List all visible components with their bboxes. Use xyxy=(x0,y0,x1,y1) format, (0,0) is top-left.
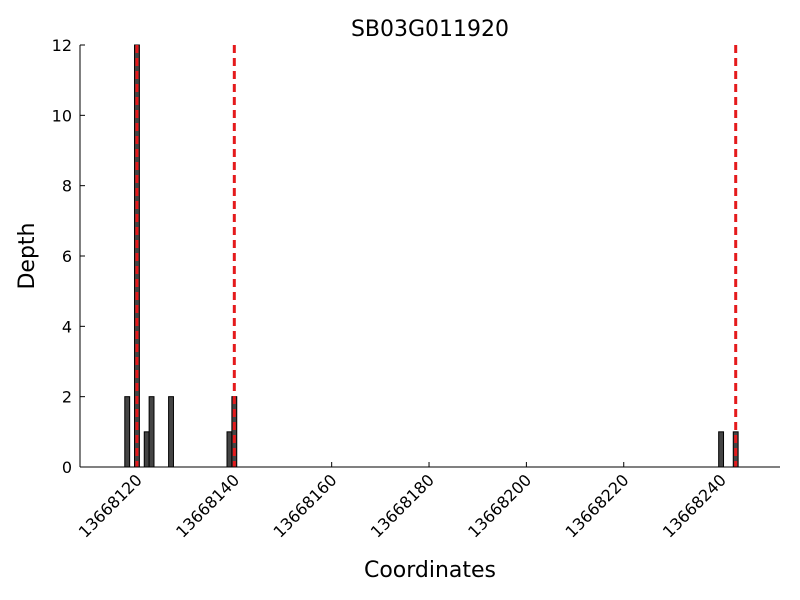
chart-title: SB03G011920 xyxy=(351,17,509,42)
bar xyxy=(168,396,174,468)
y-tick-label: 6 xyxy=(62,247,72,266)
x-tick-label: 13668240 xyxy=(659,470,730,541)
bar xyxy=(718,431,725,468)
x-axis-label: Coordinates xyxy=(364,558,496,583)
y-tick-label: 12 xyxy=(52,36,72,55)
bar xyxy=(124,396,131,468)
x-tick-label: 13668200 xyxy=(464,470,535,541)
x-tick-label: 13668120 xyxy=(75,470,146,541)
x-tick-label: 13668160 xyxy=(269,470,340,541)
x-tick-label: 13668180 xyxy=(367,470,438,541)
bar xyxy=(148,396,155,468)
bar xyxy=(143,431,150,468)
bar xyxy=(226,431,233,468)
y-tick-label: 0 xyxy=(62,458,72,477)
y-tick-label: 8 xyxy=(62,177,72,196)
bar xyxy=(231,396,238,468)
x-tick-label: 13668140 xyxy=(172,470,243,541)
y-tick-label: 10 xyxy=(52,106,72,125)
x-tick-label: 13668220 xyxy=(562,470,633,541)
y-tick-label: 2 xyxy=(62,388,72,407)
y-axis-label: Depth xyxy=(15,222,40,289)
y-tick-label: 4 xyxy=(62,317,72,336)
